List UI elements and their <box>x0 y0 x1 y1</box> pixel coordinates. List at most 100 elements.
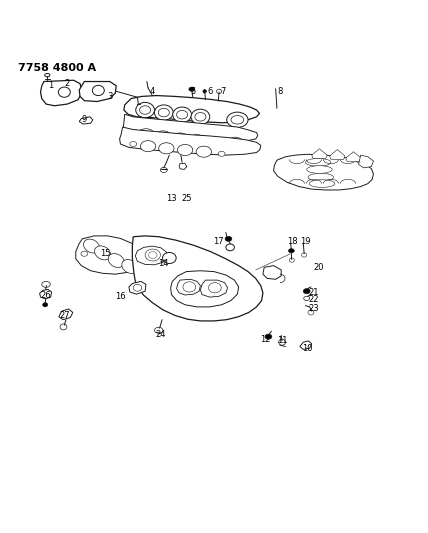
Polygon shape <box>263 265 281 279</box>
Ellipse shape <box>130 141 137 147</box>
Text: 20: 20 <box>313 263 324 272</box>
Ellipse shape <box>265 334 272 339</box>
Polygon shape <box>346 152 361 161</box>
Polygon shape <box>330 150 345 159</box>
Ellipse shape <box>92 85 104 95</box>
Ellipse shape <box>45 74 50 77</box>
Ellipse shape <box>183 282 196 292</box>
Ellipse shape <box>288 248 294 253</box>
Polygon shape <box>312 149 327 158</box>
Text: 19: 19 <box>300 237 311 246</box>
Ellipse shape <box>95 246 110 260</box>
Ellipse shape <box>81 251 88 256</box>
Polygon shape <box>40 289 51 299</box>
Text: 14: 14 <box>158 259 168 268</box>
Text: 27: 27 <box>60 311 71 320</box>
Ellipse shape <box>188 135 205 147</box>
Text: 2: 2 <box>65 79 70 88</box>
Ellipse shape <box>308 173 333 181</box>
Text: 6: 6 <box>207 87 212 96</box>
Text: 8: 8 <box>277 87 282 96</box>
Ellipse shape <box>42 281 50 287</box>
Text: 3: 3 <box>107 92 113 101</box>
Ellipse shape <box>178 144 193 156</box>
Polygon shape <box>129 281 146 294</box>
Polygon shape <box>119 127 261 155</box>
Ellipse shape <box>302 253 307 257</box>
Text: 21: 21 <box>309 287 319 296</box>
Ellipse shape <box>217 89 222 93</box>
Ellipse shape <box>191 109 210 125</box>
Polygon shape <box>179 164 187 169</box>
Text: 13: 13 <box>166 194 177 203</box>
Polygon shape <box>200 280 228 297</box>
Text: 7: 7 <box>220 87 225 96</box>
Ellipse shape <box>163 253 176 263</box>
Ellipse shape <box>307 166 332 173</box>
Polygon shape <box>79 117 93 124</box>
Ellipse shape <box>225 236 232 241</box>
Ellipse shape <box>140 141 156 152</box>
Text: 12: 12 <box>260 335 270 344</box>
Ellipse shape <box>83 239 100 253</box>
Ellipse shape <box>155 327 163 333</box>
Text: 25: 25 <box>181 194 192 203</box>
Ellipse shape <box>308 310 314 315</box>
Polygon shape <box>359 155 374 168</box>
Ellipse shape <box>309 180 335 188</box>
Ellipse shape <box>58 87 70 97</box>
Ellipse shape <box>155 131 172 143</box>
Text: 4: 4 <box>150 87 155 96</box>
Ellipse shape <box>218 151 225 156</box>
Ellipse shape <box>136 261 143 265</box>
Polygon shape <box>79 82 116 101</box>
Text: 18: 18 <box>287 237 298 246</box>
Polygon shape <box>132 236 263 321</box>
Text: 5: 5 <box>190 87 195 96</box>
Text: 9: 9 <box>82 115 87 124</box>
Text: 7758 4800 A: 7758 4800 A <box>18 63 97 73</box>
Ellipse shape <box>226 244 235 251</box>
Polygon shape <box>177 279 200 295</box>
Ellipse shape <box>133 285 142 291</box>
Ellipse shape <box>145 249 160 261</box>
Text: 16: 16 <box>115 292 126 301</box>
Ellipse shape <box>228 137 243 148</box>
Ellipse shape <box>189 87 195 91</box>
Ellipse shape <box>208 282 221 293</box>
Ellipse shape <box>155 105 173 120</box>
Ellipse shape <box>108 254 124 268</box>
Ellipse shape <box>160 167 167 173</box>
Polygon shape <box>123 114 258 144</box>
Polygon shape <box>135 246 167 265</box>
Ellipse shape <box>289 258 294 262</box>
Ellipse shape <box>304 296 310 301</box>
Ellipse shape <box>149 252 157 259</box>
Polygon shape <box>171 271 239 307</box>
Polygon shape <box>76 236 146 274</box>
Polygon shape <box>59 309 73 320</box>
Ellipse shape <box>196 146 211 157</box>
Ellipse shape <box>203 90 206 93</box>
Ellipse shape <box>43 303 48 307</box>
Text: 11: 11 <box>277 336 287 345</box>
Text: 17: 17 <box>213 237 223 246</box>
Ellipse shape <box>215 143 222 148</box>
Ellipse shape <box>137 129 155 141</box>
Ellipse shape <box>136 102 155 118</box>
Text: 22: 22 <box>309 295 319 304</box>
Text: 10: 10 <box>302 344 313 353</box>
Polygon shape <box>273 154 374 190</box>
Polygon shape <box>124 95 259 123</box>
Text: 26: 26 <box>41 291 51 300</box>
Ellipse shape <box>303 288 310 294</box>
Ellipse shape <box>122 260 138 273</box>
Polygon shape <box>41 80 82 106</box>
Polygon shape <box>300 341 312 350</box>
Text: 15: 15 <box>100 249 111 259</box>
Text: 24: 24 <box>156 330 166 339</box>
Ellipse shape <box>172 133 188 145</box>
Ellipse shape <box>173 107 191 123</box>
Ellipse shape <box>60 324 67 330</box>
Ellipse shape <box>306 158 331 166</box>
